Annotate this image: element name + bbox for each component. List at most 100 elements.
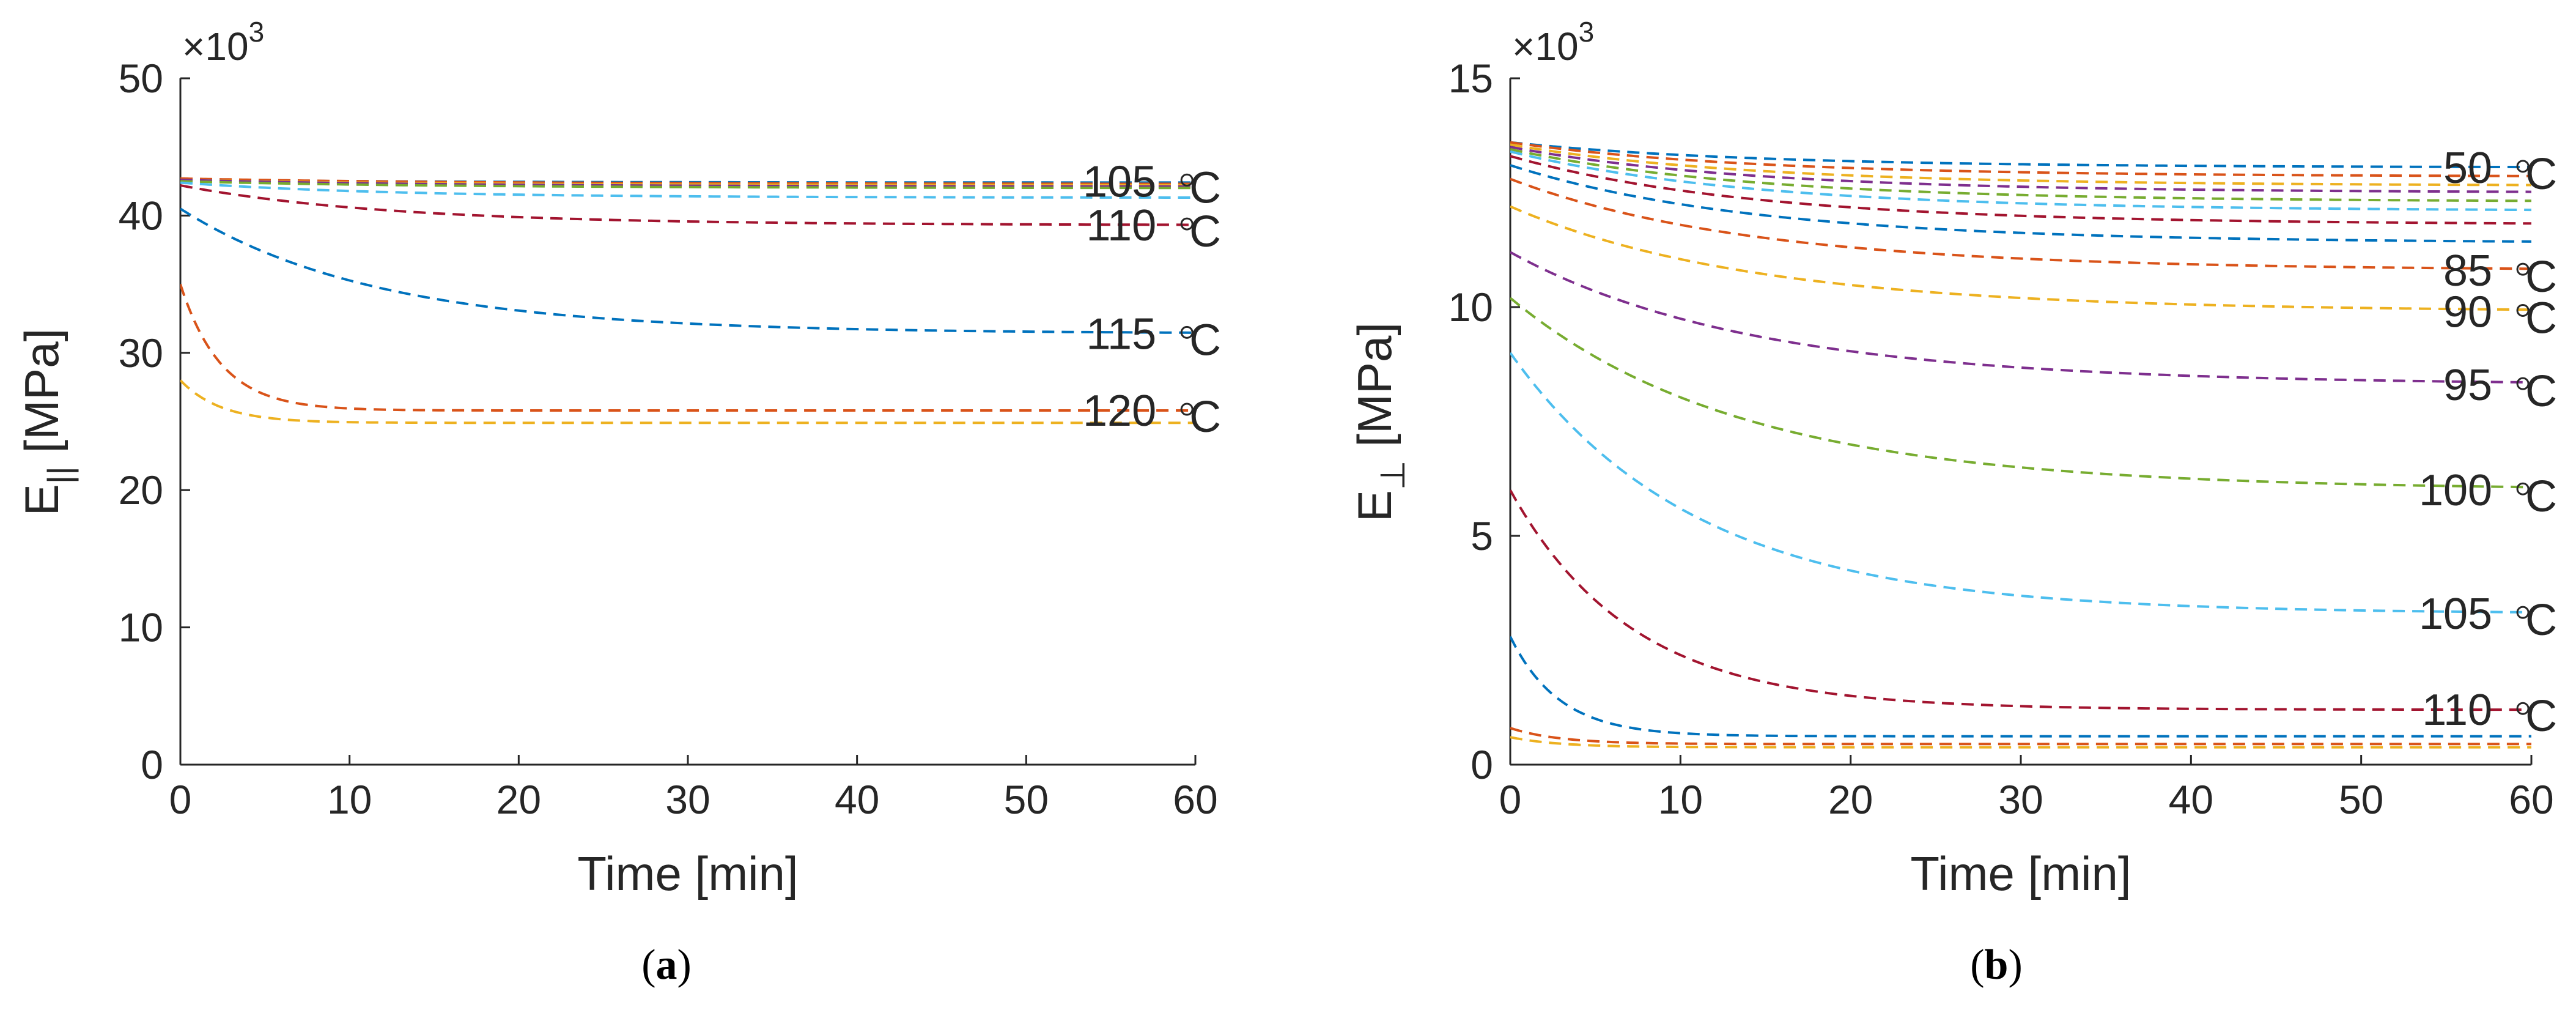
y-axis-label: E⊥ [MPa]	[1348, 322, 1412, 522]
annotation-unit: C	[1189, 163, 1221, 212]
annotation-marker	[2516, 702, 2530, 715]
series-line	[1510, 736, 2531, 749]
series-line	[1510, 155, 2532, 225]
series-line	[180, 379, 1195, 425]
annotation-label: 105	[1083, 157, 1156, 206]
y-label-subscript: ||	[40, 466, 79, 484]
x-tick-label: 60	[2509, 777, 2553, 822]
annotation-label: 50	[2443, 144, 2492, 193]
x-tick-label: 20	[1828, 777, 1873, 822]
series-line	[1510, 636, 2531, 738]
multiplier-exponent: 3	[249, 16, 265, 48]
annotation-unit: C	[2525, 150, 2557, 199]
annotation-marker	[1180, 173, 1194, 187]
y-axis-label: E|| [MPa]	[15, 328, 79, 516]
panel-caption: (a)	[641, 941, 692, 989]
y-tick-label: 40	[119, 193, 163, 238]
y-tick-label: 15	[1449, 56, 1493, 101]
panel-b: 0 10 20 30 40 50 60 0 5 10 15 ×103 Time [min] E⊥ [MPa…	[1348, 16, 2557, 989]
series-line	[1510, 489, 2531, 711]
series-line	[180, 181, 1195, 199]
series-line	[180, 179, 1195, 188]
x-tick-label: 10	[327, 777, 372, 822]
y-tick-label: 0	[1471, 742, 1493, 787]
series-line	[180, 207, 1196, 334]
series-line	[1510, 164, 2532, 243]
x-axis-label: Time [min]	[1910, 847, 2131, 900]
annotation-marker	[1180, 325, 1194, 339]
annotation-marker	[2516, 160, 2530, 173]
series-line	[1510, 143, 2531, 187]
multiplier-exponent: 3	[1579, 16, 1595, 48]
x-tick-label: 30	[1998, 777, 2043, 822]
series-line	[1510, 727, 2531, 746]
y-label-main: E	[1348, 490, 1401, 522]
annotation-marker	[1180, 217, 1194, 231]
series-line	[1510, 177, 2532, 270]
annotation-unit: C	[2525, 692, 2557, 741]
y-tick-label: 30	[119, 330, 163, 376]
series-line	[180, 177, 1196, 185]
multiplier-base: ×10	[182, 24, 249, 69]
caption-open: (	[1970, 941, 1984, 989]
caption-letter: a	[656, 941, 677, 989]
series-line	[1510, 146, 2532, 193]
series-line	[1510, 352, 2532, 614]
annotation-unit: C	[1189, 393, 1221, 442]
annotation-unit: C	[2525, 294, 2557, 343]
y-tick-label: 5	[1471, 513, 1493, 558]
series-line	[180, 283, 1195, 412]
x-tick-label: 30	[665, 777, 710, 822]
annotation-marker	[2516, 482, 2530, 495]
series-line	[1510, 150, 2532, 212]
annotation-label: 100	[2419, 466, 2492, 515]
annotation-unit: C	[2525, 367, 2557, 416]
multiplier-base: ×10	[1512, 24, 1579, 69]
annotation-label: 110	[2422, 686, 2492, 735]
x-tick-label: 50	[1004, 777, 1049, 822]
x-tick-label: 50	[2339, 777, 2383, 822]
series-line	[1510, 297, 2532, 489]
annotation-unit: C	[1189, 316, 1221, 365]
annotation-label: 120	[1083, 387, 1156, 436]
series-line	[1510, 205, 2532, 311]
y-tick-label: 0	[141, 742, 163, 787]
series-group	[180, 177, 1196, 425]
annotation-unit: C	[2525, 472, 2557, 521]
caption-letter: b	[1985, 941, 2009, 989]
series-line	[1510, 147, 2531, 202]
y-tick-label: 20	[119, 467, 163, 513]
annotation-unit: C	[2525, 596, 2557, 645]
y-label-main: E	[15, 484, 68, 516]
annotation-marker	[2516, 303, 2530, 317]
axis-multiplier: ×103	[182, 16, 264, 69]
x-tick-label: 10	[1658, 777, 1703, 822]
panel-a: 0 10 20 30 40 50 60 0 10 20 30 40 50 ×103 Time [min] E|…	[15, 16, 1221, 989]
annotation-label: 105	[2419, 590, 2492, 639]
annotation-marker	[2516, 377, 2530, 390]
panel-caption: (b)	[1970, 941, 2023, 989]
series-line	[1510, 251, 2532, 384]
annotation-unit: C	[1189, 207, 1221, 256]
series-line	[180, 180, 1195, 190]
annotation-unit: C	[2525, 253, 2557, 302]
series-line	[180, 179, 1195, 184]
annotation-label: 90	[2443, 288, 2492, 336]
y-label-unit: [MPa]	[15, 328, 68, 466]
y-tick-label: 50	[119, 56, 163, 101]
y-tick-label: 10	[119, 605, 163, 650]
annotation-marker	[2516, 606, 2530, 619]
y-tick-label: 10	[1449, 284, 1493, 330]
series-line	[1510, 141, 2531, 169]
x-tick-label: 40	[835, 777, 879, 822]
caption-close: )	[2008, 941, 2022, 989]
y-label-subscript: ⊥	[1373, 460, 1412, 490]
annotation-label: 95	[2443, 361, 2492, 410]
series-group	[1510, 141, 2532, 749]
x-tick-label: 40	[2169, 777, 2213, 822]
x-tick-label: 20	[496, 777, 541, 822]
caption-close: )	[677, 941, 692, 989]
caption-open: (	[641, 941, 655, 989]
series-line	[1510, 141, 2532, 177]
